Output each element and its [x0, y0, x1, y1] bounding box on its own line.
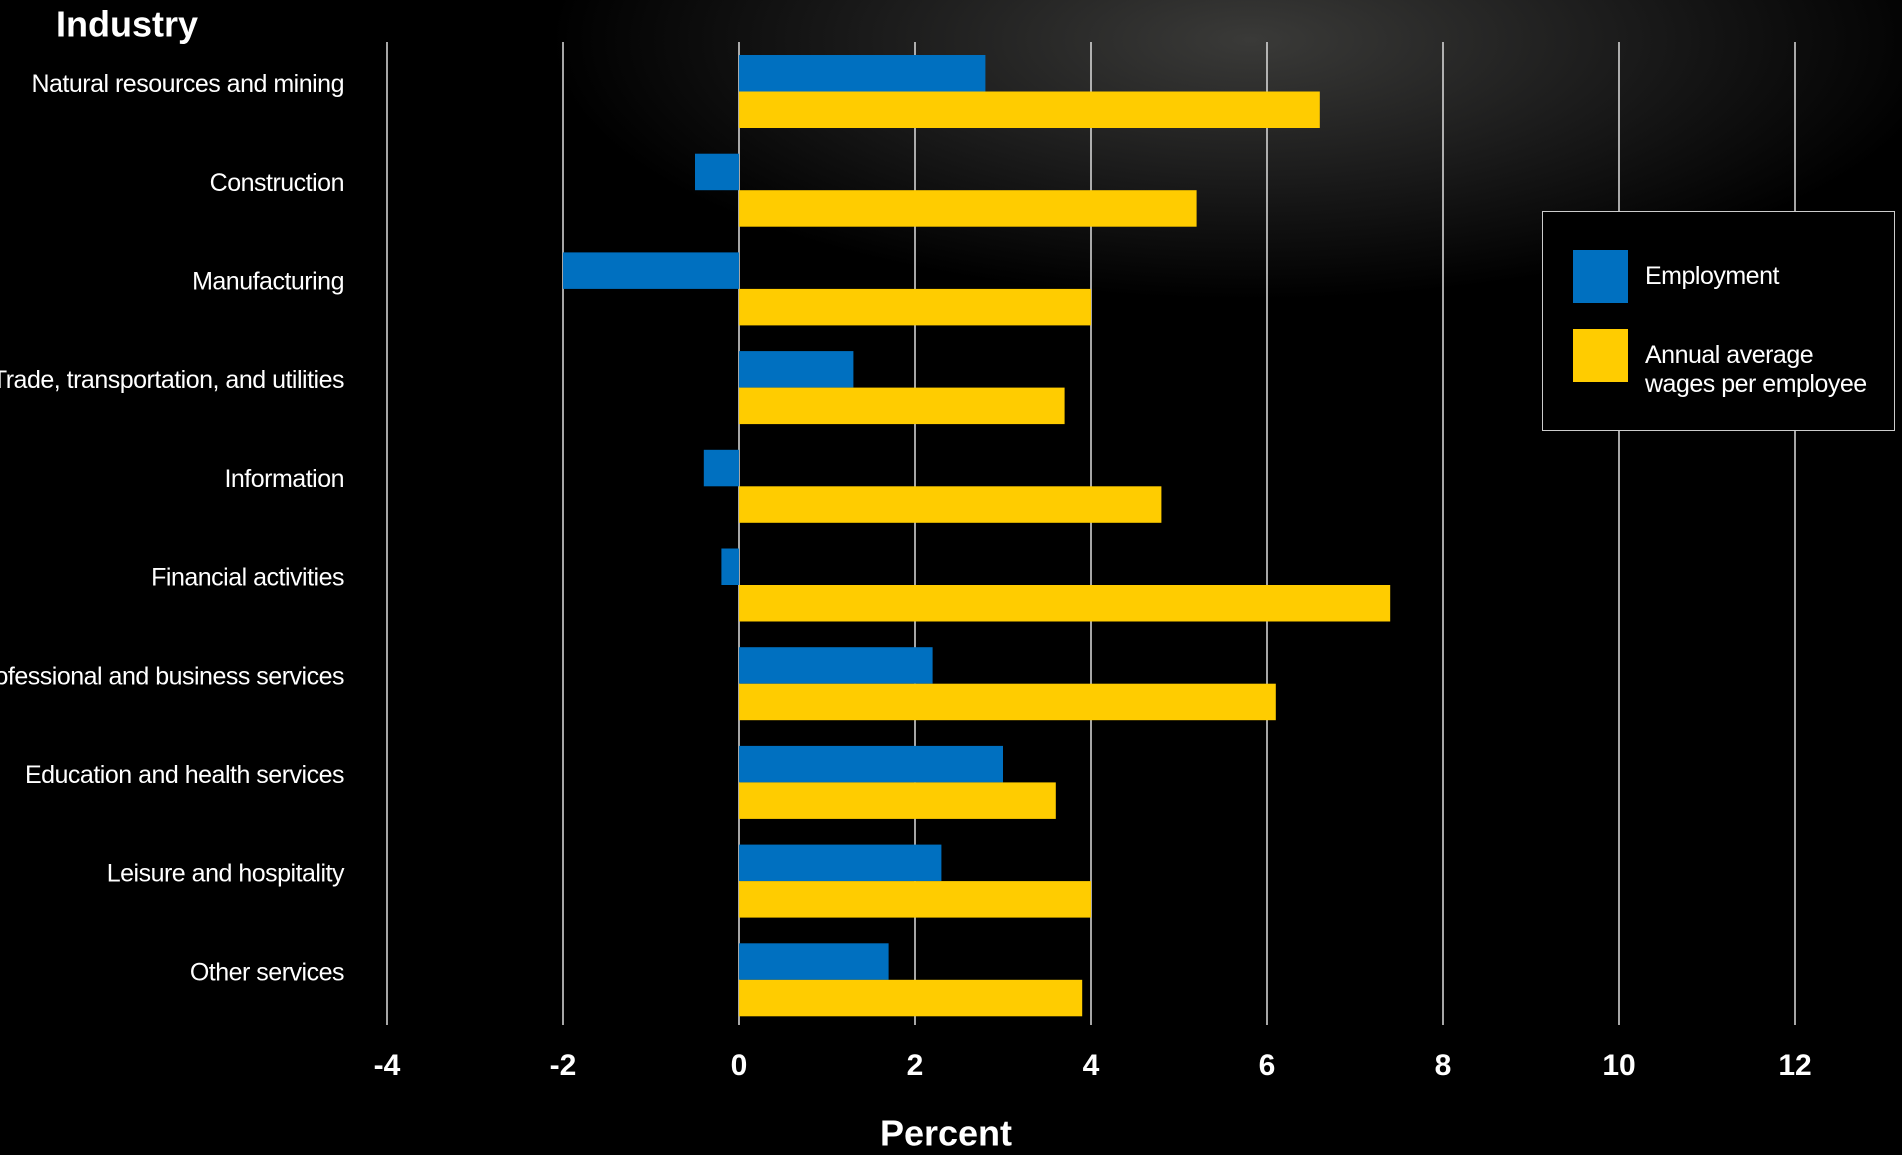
legend-swatch	[1573, 250, 1628, 303]
legend-label: Annual average wages per employee	[1645, 341, 1867, 398]
bar	[739, 288, 1091, 326]
x-tick-label: 6	[1259, 1049, 1276, 1082]
bar	[695, 153, 739, 191]
x-tick-label: 8	[1435, 1049, 1452, 1082]
bar	[739, 745, 1003, 783]
y-tick-label: Manufacturing	[192, 268, 344, 296]
x-axis-title: Percent	[880, 1113, 1012, 1154]
bar	[739, 55, 986, 92]
x-tick-label: -4	[374, 1049, 401, 1082]
legend-item: Annual average wages per employee	[1573, 329, 1885, 399]
y-tick-label: Other services	[190, 958, 344, 986]
bar	[739, 979, 1083, 1017]
bar	[739, 943, 889, 980]
legend-swatch	[1573, 329, 1628, 382]
bar	[721, 548, 739, 585]
y-tick-label: Trade, transportation, and utilities	[0, 366, 344, 394]
bar	[739, 351, 854, 388]
bar	[739, 486, 1162, 523]
bar	[739, 387, 1065, 425]
y-tick-label: Information	[224, 465, 344, 493]
y-axis-title: Industry	[56, 4, 198, 45]
bar	[739, 844, 942, 882]
y-tick-label: Professional and business services	[0, 662, 344, 690]
bar	[739, 190, 1197, 227]
y-tick-label: Leisure and hospitality	[107, 860, 345, 888]
bar	[739, 881, 1091, 918]
x-tick-label: 12	[1778, 1049, 1811, 1082]
y-tick-label: Financial activities	[151, 564, 344, 592]
y-tick-label: Construction	[210, 169, 344, 197]
x-tick-label: 4	[1083, 1049, 1100, 1082]
bar	[703, 449, 739, 487]
y-tick-label: Natural resources and mining	[31, 70, 344, 98]
x-tick-label: 10	[1602, 1049, 1635, 1082]
x-tick-label: 0	[731, 1049, 748, 1082]
bar	[739, 782, 1056, 819]
legend: Employment Annual average wages per emplo…	[1542, 211, 1895, 431]
bar	[739, 683, 1276, 721]
bar	[739, 91, 1320, 128]
bar	[563, 252, 739, 289]
bar	[739, 647, 933, 684]
legend-label: Employment	[1645, 262, 1779, 290]
legend-item: Employment	[1573, 250, 1885, 303]
x-tick-label: 2	[907, 1049, 924, 1082]
y-tick-label: Education and health services	[25, 761, 344, 789]
bar	[739, 585, 1391, 622]
x-tick-label: -2	[550, 1049, 577, 1082]
